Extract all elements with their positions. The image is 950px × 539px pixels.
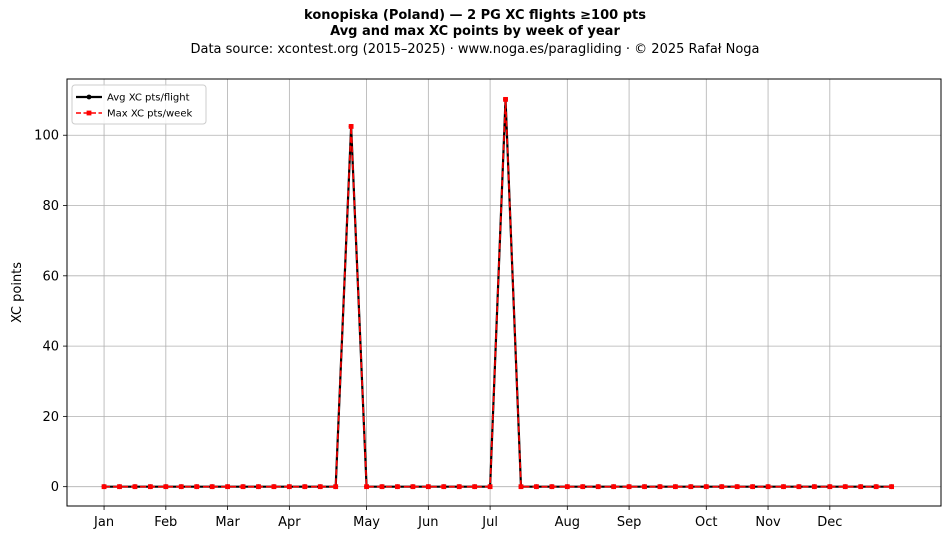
x-tick-label: Dec xyxy=(817,515,842,530)
series-1-point xyxy=(209,484,215,490)
x-tick-label: May xyxy=(353,515,380,530)
series-1-point xyxy=(534,484,539,490)
y-tick-label: 60 xyxy=(42,269,59,284)
x-tick-label: Nov xyxy=(755,515,781,530)
series-1-point xyxy=(333,484,339,490)
series-1-point xyxy=(626,484,632,490)
series-1-point xyxy=(673,484,678,490)
series-1-point xyxy=(858,484,864,490)
x-tick-label: Apr xyxy=(278,515,301,530)
x-tick-label: Jul xyxy=(481,515,498,530)
legend-label: Max XC pts/week xyxy=(107,109,192,120)
series-1-point xyxy=(827,484,833,490)
series-1-point xyxy=(889,484,894,490)
series-1-point xyxy=(580,484,586,490)
series-1-point xyxy=(503,96,508,102)
chart-title: konopiska (Poland) — 2 PG XC flights ≥10… xyxy=(304,8,646,23)
series-1-point xyxy=(734,484,740,490)
x-tick-label: Mar xyxy=(215,515,240,530)
chart-subtitle: Avg and max XC points by week of year xyxy=(330,24,620,39)
series-1-point xyxy=(271,484,277,490)
series-1-point xyxy=(240,484,246,490)
series-1-point xyxy=(441,484,447,490)
y-tick-label: 0 xyxy=(51,480,59,495)
series-1-point xyxy=(395,484,400,490)
x-tick-label: Feb xyxy=(154,515,177,530)
series-1-point xyxy=(302,484,308,490)
legend-swatch-marker xyxy=(86,94,92,100)
series-1-point xyxy=(842,484,848,490)
legend-box xyxy=(71,84,207,125)
series-1-point xyxy=(549,484,555,490)
series-1-point xyxy=(256,484,261,490)
series-1-point xyxy=(811,484,817,490)
series-1-point xyxy=(132,484,138,490)
series-1-point xyxy=(163,484,169,490)
y-tick-label: 80 xyxy=(42,199,59,214)
series-line-1 xyxy=(104,99,892,488)
series-1-point xyxy=(147,484,153,490)
x-tick-label: Sep xyxy=(617,515,642,530)
chart-titles: konopiska (Poland) — 2 PG XC flights ≥10… xyxy=(0,8,950,59)
x-tick-label: Jun xyxy=(417,515,438,530)
series-1-point xyxy=(657,484,663,490)
series-layer xyxy=(101,96,894,490)
y-axis-label: XC points xyxy=(10,262,25,323)
series-1-point xyxy=(873,484,879,490)
series-1-point xyxy=(178,484,184,490)
series-1-point xyxy=(765,484,771,490)
axis-ticks: Jan Feb Mar Apr May Jun Jul Aug Sep Oct Nov Dec 0 20 4… xyxy=(34,129,842,530)
series-1-point xyxy=(425,484,431,490)
legend-label: Avg XC pts/flight xyxy=(107,93,190,104)
grid xyxy=(67,79,941,506)
series-1-point xyxy=(564,484,570,490)
x-tick-label: Oct xyxy=(695,515,717,530)
series-1-point xyxy=(456,484,462,490)
series-1-point xyxy=(225,484,230,490)
series-1-point xyxy=(611,484,617,490)
legend: Avg XC pts/flight Max XC pts/week xyxy=(71,84,207,125)
series-1-point xyxy=(101,484,107,490)
plot-frame xyxy=(66,78,942,507)
series-1-point xyxy=(410,484,416,490)
series-1-point xyxy=(595,484,601,490)
series-1-point xyxy=(719,484,725,490)
series-1-point xyxy=(364,484,369,490)
series-1-point xyxy=(348,124,354,129)
chart-source: Data source: xcontest.org (2015–2025) · … xyxy=(190,42,760,57)
series-1-point xyxy=(194,484,200,490)
series-1-point xyxy=(518,484,524,490)
series-1-point xyxy=(317,484,323,490)
series-1-point xyxy=(379,484,385,490)
legend-swatch-marker xyxy=(86,110,92,116)
y-tick-label: 100 xyxy=(34,129,59,144)
series-1-point xyxy=(703,484,709,490)
y-tick-label: 20 xyxy=(42,410,59,425)
x-tick-label: Jan xyxy=(93,515,114,530)
x-tick-label: Aug xyxy=(555,515,580,530)
series-1-point xyxy=(688,484,694,490)
series-1-point xyxy=(750,484,756,490)
series-1-point xyxy=(286,484,292,490)
series-1-point xyxy=(487,484,493,490)
series-1-point xyxy=(642,484,647,490)
series-1-point xyxy=(781,484,786,490)
series-1-point xyxy=(117,484,122,490)
series-1-point xyxy=(472,484,478,490)
y-tick-label: 40 xyxy=(42,340,59,355)
series-1-point xyxy=(796,484,802,490)
